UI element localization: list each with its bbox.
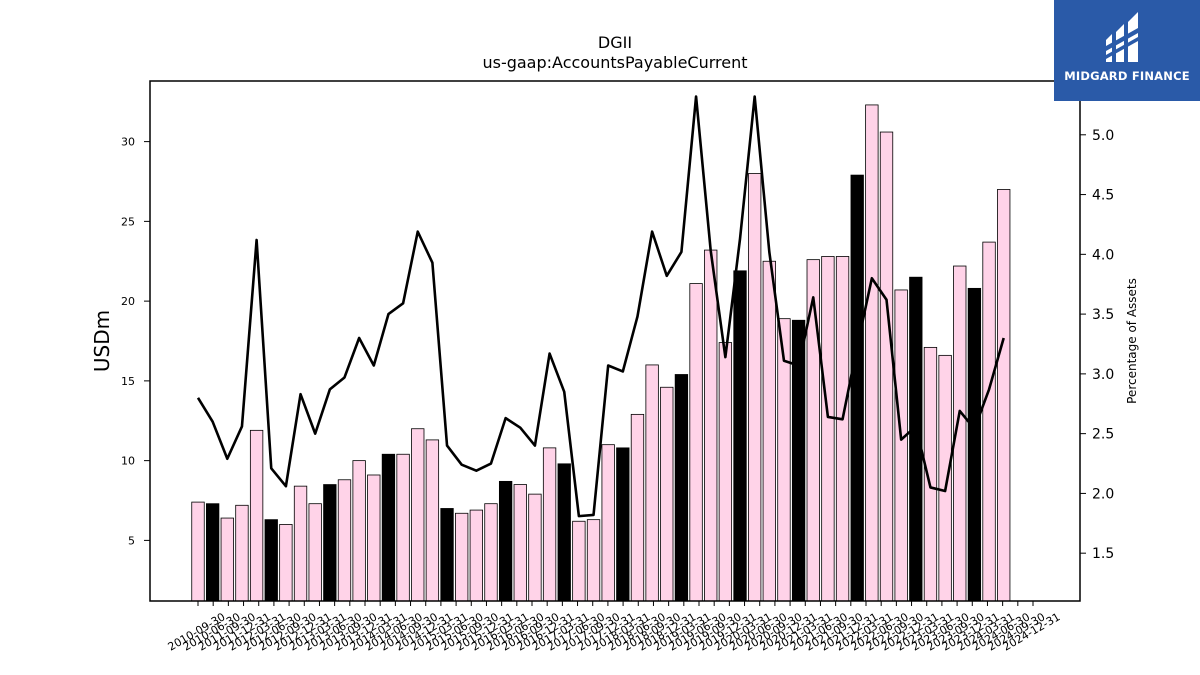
y-axis-right: 1.5 2.0 2.5 3.0 3.5 4.0 4.5 5.0 (1080, 128, 1114, 562)
bar-2018-03-31 (630, 413, 645, 602)
bar-2015-06-30 (469, 509, 483, 602)
chart-subtitle: us-gaap:AccountsPayableCurrent (482, 53, 747, 72)
bar-2017-06-30 (586, 519, 601, 602)
bar-2012-09-30 (308, 503, 322, 602)
bar-2017-12-31 (616, 447, 630, 602)
bar-2018-12-31 (674, 374, 689, 602)
bar-2012-12-31 (323, 484, 337, 602)
y-tick-label: 5 (128, 534, 135, 547)
y2-tick-label: 5.0 (1092, 128, 1114, 144)
bar-2019-09-30 (718, 342, 733, 602)
bar-2014-03-31 (396, 453, 410, 602)
y-tick-label: 20 (121, 295, 135, 308)
logo-mark-icon (1106, 12, 1138, 62)
y2-tick-label: 2.5 (1092, 427, 1114, 443)
bar-2011-06-30 (235, 504, 249, 602)
bar-2020-03-31 (748, 173, 762, 602)
y2-tick-label: 3.0 (1092, 367, 1114, 383)
bar-2018-09-30 (660, 386, 674, 602)
bar-2014-09-30 (425, 439, 440, 602)
bar-2017-09-30 (601, 444, 615, 602)
chart-title: DGII (598, 33, 632, 52)
bar-2014-12-31 (440, 508, 454, 602)
x-axis: 2010-09-302010-06-302011-09-302011-12-31… (166, 601, 1063, 654)
bar-2010-09-30 (191, 501, 205, 602)
bar-2011-09-30 (249, 429, 264, 602)
bar-2022-09-30 (894, 289, 908, 602)
bar-2015-09-30 (484, 503, 498, 602)
bar-2024-06-30 (997, 189, 1011, 602)
bar-2019-06-30 (704, 249, 718, 602)
y-tick-label: 10 (121, 455, 135, 468)
bar-2013-06-30 (352, 460, 366, 602)
bar-2022-03-31 (865, 104, 879, 602)
y2-tick-label: 4.0 (1092, 247, 1114, 263)
bar-2013-09-30 (367, 474, 381, 602)
bar-2019-12-31 (733, 270, 747, 602)
y2-tick-label: 4.5 (1092, 188, 1114, 204)
bar-2014-06-30 (411, 428, 425, 602)
bar-2016-12-31 (557, 463, 571, 602)
y2-tick-label: 2.0 (1092, 486, 1114, 502)
percentage-of-assets-line (196, 95, 1005, 518)
bar-2016-03-31 (513, 484, 527, 602)
bar-2016-06-30 (528, 493, 542, 602)
line-layer (196, 95, 1005, 518)
bar-2012-03-31 (279, 524, 293, 602)
bar-2021-03-31 (806, 259, 820, 602)
y-tick-label: 25 (121, 215, 135, 228)
y2-axis-label: Percentage of Assets (1125, 278, 1139, 404)
y-axis-label: USDm (90, 310, 114, 372)
bar-2011-12-31 (264, 519, 278, 602)
bar-2010-12-31 (205, 503, 220, 602)
bar-2015-12-31 (498, 480, 513, 602)
bar-2018-06-30 (645, 364, 659, 602)
bar-2013-03-31 (337, 479, 352, 602)
y-axis-left: 5 10 15 20 25 30 (121, 136, 150, 547)
midgard-finance-logo: MIDGARD FINANCE (1054, 0, 1200, 101)
bar-2013-12-31 (381, 453, 396, 602)
bar-2021-09-30 (835, 256, 850, 602)
plot-frame (149, 80, 1081, 602)
bar-2012-06-30 (293, 485, 308, 602)
bar-2017-03-31 (572, 520, 586, 602)
bar-2022-12-31 (909, 276, 923, 602)
bar-2021-06-30 (821, 256, 835, 602)
y2-tick-label: 3.5 (1092, 307, 1114, 323)
bar-2023-12-31 (967, 287, 982, 602)
bar-2019-03-31 (689, 283, 703, 602)
bar-2024-03-31 (982, 241, 996, 602)
logo-text: MIDGARD FINANCE (1064, 69, 1190, 83)
bars-layer (191, 104, 1011, 602)
bar-2020-06-30 (762, 260, 776, 602)
y-tick-label: 30 (121, 136, 135, 149)
y2-tick-label: 1.5 (1092, 546, 1114, 562)
bar-2021-12-31 (850, 174, 864, 602)
bar-2016-09-30 (542, 447, 557, 602)
bar-2022-06-30 (879, 131, 894, 602)
y-tick-label: 15 (121, 375, 135, 388)
bar-2011-03-31 (220, 517, 234, 602)
bar-2023-06-30 (938, 354, 952, 602)
bar-2015-03-31 (455, 512, 469, 602)
